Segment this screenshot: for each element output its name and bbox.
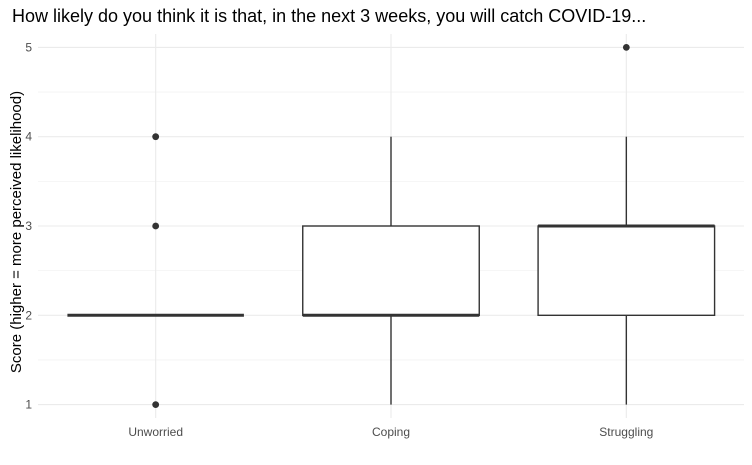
- y-tick-label: 5: [25, 40, 32, 54]
- outlier-point: [152, 401, 160, 409]
- x-tick-label: Coping: [372, 425, 410, 439]
- y-tick-label: 4: [25, 130, 32, 144]
- boxes: [67, 43, 716, 409]
- box-group-struggling: [537, 43, 716, 405]
- box-group-unworried: [67, 133, 244, 409]
- outlier-point: [622, 43, 630, 51]
- y-tick-label: 1: [25, 398, 32, 412]
- box-group-coping: [302, 136, 480, 405]
- x-tick-label: Unworried: [128, 425, 183, 439]
- box: [302, 225, 480, 317]
- x-tick-label: Struggling: [599, 425, 653, 439]
- box: [537, 225, 716, 317]
- outlier-point: [152, 222, 160, 230]
- y-tick-label: 2: [25, 308, 32, 322]
- y-tick-label: 3: [25, 219, 32, 233]
- chart-title: How likely do you think it is that, in t…: [12, 6, 646, 26]
- ticks: 1 2 3 4 5 Unworried Coping Struggling: [25, 40, 653, 439]
- y-axis-label: Score (higher = more perceived likelihoo…: [8, 91, 25, 373]
- outlier-point: [152, 133, 160, 141]
